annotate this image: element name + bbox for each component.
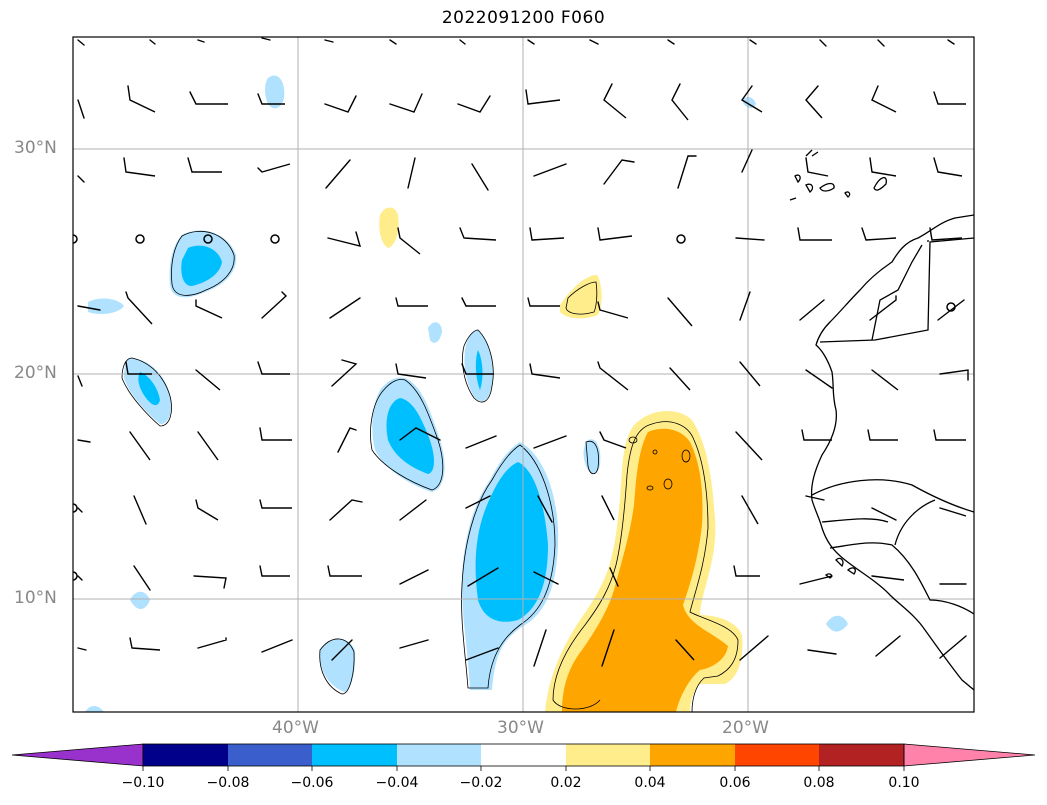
lon-label-30w: 30°W bbox=[497, 718, 544, 738]
colorbar-segment bbox=[397, 744, 481, 766]
negative-anomaly-blob bbox=[265, 75, 285, 109]
contour-layer bbox=[121, 230, 739, 712]
negative-anomaly-blob bbox=[85, 706, 104, 712]
colorbar-tick-label: −0.02 bbox=[459, 775, 503, 791]
negative-anomaly-blob bbox=[742, 97, 756, 109]
negative-anomaly-inner bbox=[475, 350, 483, 390]
colorbar-segment bbox=[481, 744, 566, 766]
map-title: 2022091200 F060 bbox=[441, 8, 606, 28]
colorbar-tick-label: −0.10 bbox=[121, 775, 165, 791]
negative-anomaly-blob bbox=[826, 615, 848, 632]
positive-anomaly-blob bbox=[379, 207, 399, 248]
positive-anomaly-inner bbox=[562, 428, 728, 712]
colorbar-tick-label: 0.04 bbox=[634, 775, 666, 791]
graticule bbox=[73, 37, 974, 712]
lat-label-10n: 10°N bbox=[14, 588, 57, 608]
colorbar-tick-label: 0.06 bbox=[719, 775, 751, 791]
positive-anomaly-blob bbox=[560, 275, 602, 319]
colorbar-tick-label: −0.06 bbox=[290, 775, 334, 791]
colorbar-segment bbox=[228, 744, 312, 766]
map-plot-area bbox=[73, 37, 974, 712]
colorbar-segment bbox=[566, 744, 650, 766]
colorbar-extend-low bbox=[11, 743, 144, 767]
lat-label-20n: 20°N bbox=[14, 363, 57, 383]
colorbar-tick-label: −0.08 bbox=[206, 775, 250, 791]
colorbar-tick-label: −0.04 bbox=[375, 775, 419, 791]
lon-label-20w: 20°W bbox=[722, 718, 769, 738]
colorbar-segment bbox=[819, 744, 904, 766]
colorbar-segment bbox=[735, 744, 819, 766]
colorbar-segment bbox=[312, 744, 397, 766]
negative-anomaly-blob bbox=[319, 638, 356, 692]
negative-anomaly-inner bbox=[386, 398, 434, 474]
negative-anomaly-blob bbox=[428, 322, 442, 343]
colorbar-tick-label: 0.02 bbox=[550, 775, 582, 791]
colorbar-segment bbox=[143, 744, 228, 766]
negative-anomaly-blob bbox=[88, 298, 124, 314]
map-frame bbox=[72, 36, 975, 713]
negative-anomaly-inner bbox=[138, 372, 160, 406]
anomaly-fill-layer bbox=[85, 75, 848, 712]
lon-label-40w: 40°W bbox=[272, 718, 319, 738]
colorbar-tick-label: 0.10 bbox=[888, 775, 920, 791]
colorbar-extend-high bbox=[903, 743, 1036, 767]
calm-wind-circles bbox=[73, 234, 956, 581]
colorbar-tick-label: 0.08 bbox=[803, 775, 835, 791]
wind-barbs bbox=[77, 37, 969, 667]
colorbar-segment bbox=[650, 744, 735, 766]
negative-anomaly-inner bbox=[181, 245, 222, 286]
negative-anomaly-blob bbox=[130, 591, 150, 610]
colorbar bbox=[11, 743, 1036, 771]
coastline bbox=[789, 149, 974, 691]
negative-anomaly-inner bbox=[475, 462, 548, 622]
lat-label-30n: 30°N bbox=[14, 138, 57, 158]
